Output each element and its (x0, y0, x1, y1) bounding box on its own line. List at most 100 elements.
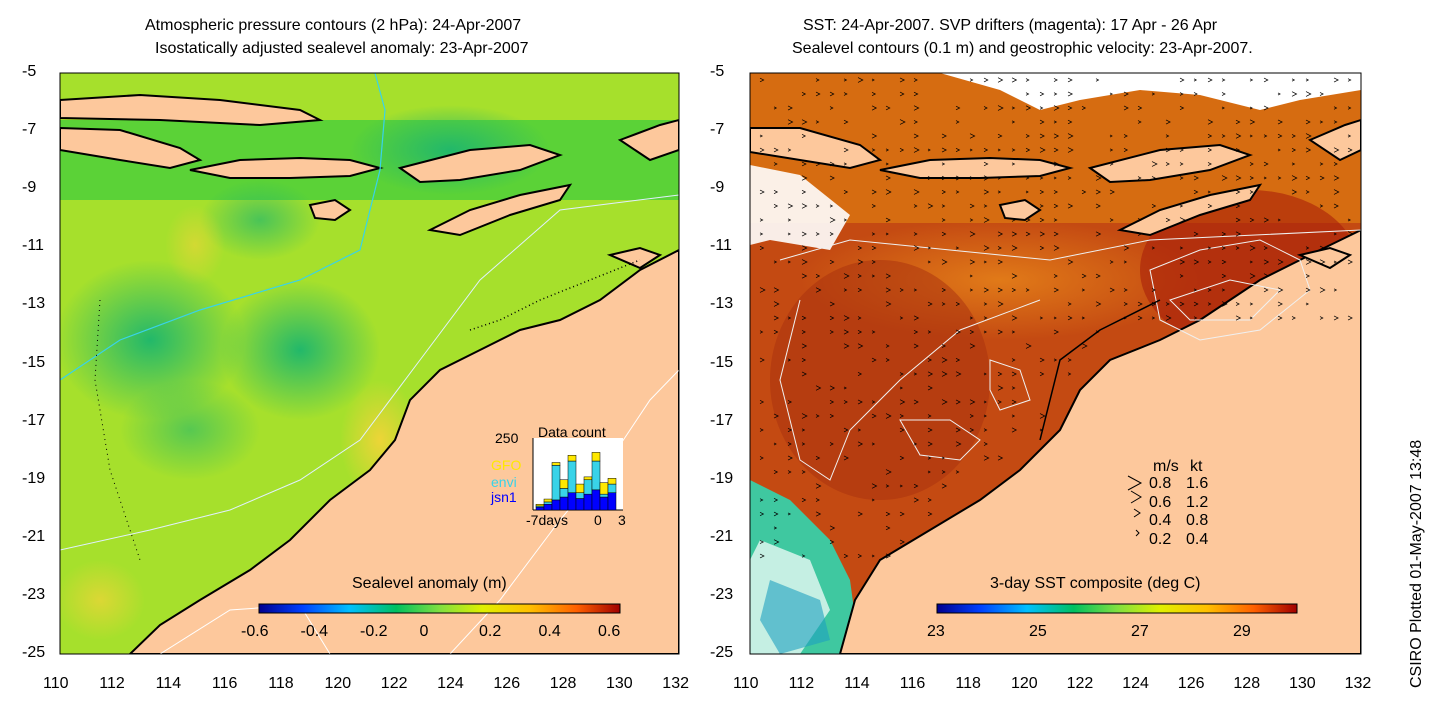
left-xtick-1: 112 (99, 675, 125, 692)
velocity-vector (829, 106, 834, 110)
left-ytick-3: -11 (22, 237, 44, 255)
velocity-vector (1277, 301, 1283, 307)
velocity-vector (969, 414, 974, 418)
velocity-vector (899, 288, 904, 292)
velocity-vector (955, 329, 961, 335)
velocity-vector (1137, 301, 1143, 307)
velocity-vector (1305, 91, 1312, 97)
velocity-vector (1095, 189, 1102, 195)
velocity-vector (969, 288, 974, 292)
inset-bar-2-gfo (551, 462, 561, 466)
velocity-vector (787, 148, 792, 152)
inset-bar-8-envi (599, 493, 609, 498)
velocity-vector (857, 245, 863, 251)
velocity-vector (1347, 315, 1353, 321)
velocity-vector (1053, 190, 1059, 194)
velocity-vector (857, 274, 862, 278)
velocity-vector (1249, 78, 1254, 82)
velocity-vector (1319, 245, 1325, 251)
velocity-vector (1053, 105, 1060, 111)
velocity-vector (927, 358, 933, 362)
right-ytick-6: -17 (710, 411, 734, 429)
velocity-vector (983, 204, 988, 208)
right-title-line1: SST: 24-Apr-2007. SVP drifters (magenta)… (803, 17, 1218, 34)
velocity-vector (885, 511, 891, 517)
velocity-vector (913, 288, 918, 292)
sla-cb-tick-4: 0.2 (479, 623, 502, 640)
vel-legend-kt-2: 0.8 (1186, 512, 1209, 529)
velocity-vector (1025, 147, 1031, 153)
left-xtick-3: 116 (211, 675, 238, 692)
velocity-vector (801, 371, 807, 377)
velocity-vector (1305, 119, 1311, 125)
velocity-vector (1249, 176, 1254, 180)
velocity-vector (1221, 231, 1227, 237)
velocity-vector (1291, 134, 1296, 138)
left-ytick-7: -19 (22, 469, 46, 487)
velocity-vector (857, 259, 864, 265)
velocity-vector (759, 245, 765, 251)
velocity-vector (787, 105, 793, 111)
velocity-vector (1305, 302, 1310, 306)
velocity-vector (1067, 133, 1074, 139)
velocity-vector (1011, 358, 1016, 362)
velocity-vector (927, 456, 932, 460)
velocity-vector (955, 105, 961, 111)
velocity-vector (829, 400, 835, 404)
velocity-vector (983, 316, 988, 320)
velocity-vector (829, 259, 835, 265)
velocity-vector (1137, 218, 1143, 222)
inset-ymax: 250 (495, 430, 519, 446)
velocity-vector (1053, 176, 1057, 180)
velocity-vector (983, 147, 989, 153)
velocity-vector (941, 371, 948, 377)
inset-bar-7-gfo (591, 452, 601, 462)
right-xtick-4: 118 (955, 675, 981, 692)
velocity-vector (1235, 231, 1242, 237)
inset-bar-0-jsn1 (535, 506, 545, 511)
velocity-vector (1151, 161, 1158, 167)
velocity-vector (983, 245, 990, 251)
arrow-0-8 (1127, 475, 1143, 491)
velocity-vector (1011, 371, 1017, 377)
velocity-vector (759, 134, 764, 138)
velocity-vector (1165, 162, 1170, 166)
velocity-vector (969, 343, 976, 349)
velocity-vector (1207, 162, 1212, 166)
vel-legend-header-ms: m/s (1153, 458, 1179, 475)
velocity-vector (1347, 106, 1352, 110)
right-ytick-0: -5 (710, 63, 725, 80)
left-ytick-8: -21 (22, 527, 46, 545)
right-xtick-0: 110 (733, 675, 759, 692)
velocity-vector (913, 329, 919, 335)
right-ytick-4: -13 (710, 295, 734, 313)
velocity-vector (1221, 175, 1228, 181)
velocity-vector (857, 343, 864, 349)
velocity-vector (1123, 105, 1129, 111)
velocity-vector (759, 456, 764, 460)
velocity-vector (1025, 105, 1032, 111)
right-ytick-5: -15 (710, 353, 734, 371)
velocity-vector (1263, 105, 1269, 111)
velocity-vector (997, 301, 1004, 307)
velocity-vector (1319, 287, 1326, 293)
velocity-vector (1025, 231, 1031, 237)
velocity-vector (941, 190, 947, 194)
velocity-vector (857, 316, 862, 320)
velocity-vector (1011, 414, 1016, 418)
velocity-vector (1053, 287, 1060, 293)
velocity-vector (1249, 134, 1253, 138)
velocity-vector (787, 119, 794, 125)
velocity-vector (885, 273, 892, 279)
velocity-vector (1067, 358, 1072, 362)
velocity-vector (1095, 231, 1102, 237)
velocity-vector (1221, 288, 1226, 292)
velocity-vector (857, 554, 863, 558)
velocity-vector (1067, 302, 1072, 306)
velocity-vector (1053, 133, 1060, 139)
velocity-vector (1207, 260, 1212, 264)
velocity-vector (1081, 316, 1086, 320)
velocity-vector (1095, 301, 1102, 307)
velocity-vector (1333, 260, 1337, 264)
velocity-vector (997, 329, 1004, 335)
